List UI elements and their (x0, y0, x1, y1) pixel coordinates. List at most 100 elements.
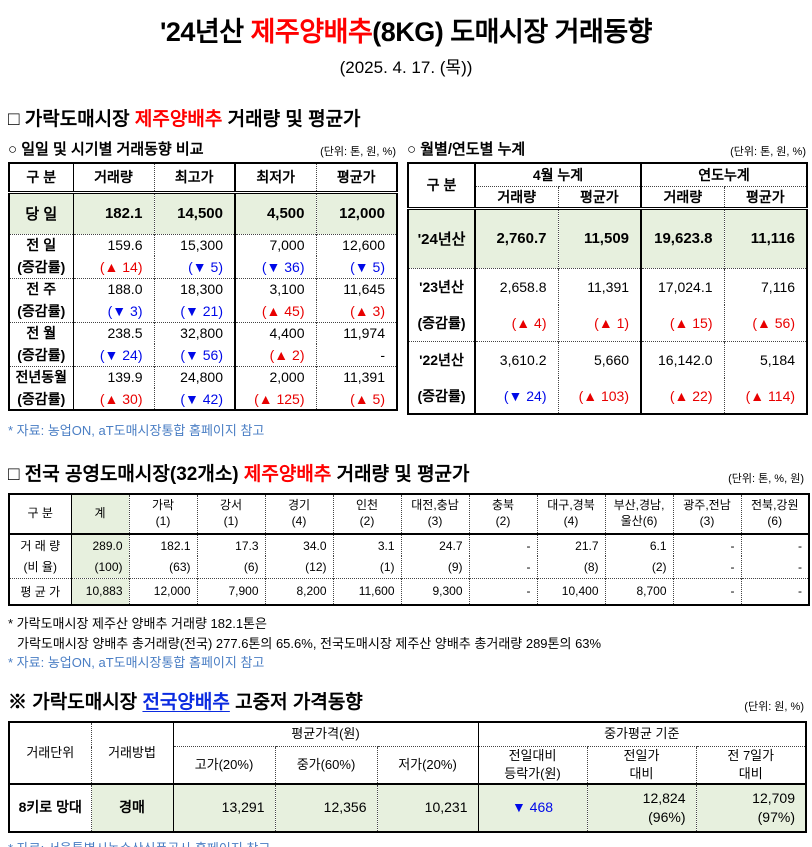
header-cell: 최고가 (153, 163, 235, 192)
header-cell: 전일가 대비 (586, 746, 696, 784)
sub-header-row: 고가(20%) 중가(60%) 저가(20%) 전일대비 등락가(원) 전일가 대비… (9, 746, 806, 784)
row-8kg-bag: 8키로 망대 경매 13,291 12,356 10,231 ▼ 468 12,… (9, 782, 806, 832)
row-label: (증감률) (17, 346, 66, 363)
row-2023: '23년산 2,658.8 11,391 17,024.1 7,116 (408, 267, 808, 305)
header-cell: 고가(20%) (172, 746, 275, 784)
value-cell: - (672, 577, 741, 605)
change-cell: (▼ 3) (72, 300, 154, 322)
section2-heading-suffix: 거래량 및 평균가 (331, 464, 470, 485)
header-cell: 거래방법 (90, 721, 173, 784)
value-cell: (12) (264, 556, 333, 578)
header-cell: 인천 (2) (332, 494, 401, 534)
row-2024: '24년산 2,760.7 11,509 19,623.8 11,116 (408, 206, 808, 268)
value-cell: 24.7 (400, 533, 469, 556)
row-prev-week: 전 주 188.0 18,300 3,100 11,645 (9, 277, 397, 300)
header-cell: 평균가 (723, 185, 808, 208)
cumulative-block: ○ 월별/연도별 누계 (단위: 톤, 원, %) 구 분 4월 누계 연도누계… (407, 138, 809, 415)
value-cell: 12,356 (274, 782, 377, 832)
section2-heading-highlight: 제주양배추 (243, 464, 332, 485)
header-cell: 평균가 (557, 185, 642, 208)
value-cell: - (672, 533, 741, 556)
value-cell: 289.0 (70, 533, 129, 556)
change-cell: (▲ 4) (474, 305, 558, 341)
value-cell: 11,600 (332, 577, 401, 605)
value-cell: 159.6 (72, 233, 154, 256)
value-cell: 17.3 (196, 533, 265, 556)
value-cell: - (740, 533, 809, 556)
header-cell: 거래량 (72, 163, 154, 192)
row-label: '23년산 (408, 267, 475, 305)
value-cell: (2) (604, 556, 673, 578)
value-cell: 10,231 (376, 782, 478, 832)
change-cell: (▲ 5) (315, 388, 397, 410)
value-cell: (1) (332, 556, 401, 578)
header-cell: 광주,전남 (3) (672, 494, 741, 534)
value-cell: 3,610.2 (474, 340, 558, 378)
row-label: (증감률) (417, 387, 466, 404)
value-cell: 32,800 (153, 321, 235, 344)
group-header-cell: 평균가격(원) (172, 721, 478, 747)
row-today: 당 일 182.1 14,500 4,500 12,000 (9, 190, 397, 234)
daily-subheading: ○ 일일 및 시기별 거래동향 비교 (8, 141, 204, 158)
row-2023-change: (증감률) (▲ 4) (▲ 1) (▲ 15) (▲ 56) (408, 305, 808, 341)
value-cell: - (468, 533, 537, 556)
value-cell: 6.1 (604, 533, 673, 556)
section1-heading-highlight: 제주양배추 (134, 109, 223, 130)
section2-heading-prefix: □ 전국 공영도매시장(32개소) (8, 464, 244, 485)
value-cell: (6) (196, 556, 265, 578)
change-cell: (▲ 2) (234, 344, 316, 366)
row-prev-year-month: 전년동월 139.9 24,800 2,000 11,391 (9, 365, 397, 388)
value-cell: 5,660 (557, 340, 642, 378)
value-cell: 12,000 (315, 190, 397, 234)
row-prev-month-change: (증감률) (▼ 24) (▼ 56) (▲ 2) - (9, 344, 397, 366)
section3-heading-prefix: ※ 가락도매시장 (8, 691, 143, 713)
value-cell: 10,883 (70, 577, 129, 605)
value-cell: 34.0 (264, 533, 333, 556)
source-note-section1: * 자료: 농업ON, aT도매시장통합 홈페이지 참고 (8, 423, 265, 438)
section2-notes: * 가락도매시장 제주산 양배추 거래량 182.1톤은 가락도매시장 양배추 … (8, 614, 804, 673)
row-label: 거 래 량 (9, 533, 71, 556)
header-cell: 거래량 (640, 185, 725, 208)
daily-unit-label: (단위: 톤, 원, %) (320, 146, 396, 158)
value-cell: 3,100 (234, 277, 316, 300)
row-label: (증감률) (17, 302, 66, 319)
header-cell: 평균가 (315, 163, 397, 192)
change-cell: (▼ 5) (315, 256, 397, 278)
value-cell: 11,391 (315, 365, 397, 388)
value-cell: 12,000 (128, 577, 197, 605)
header-cell: 거래량 (474, 185, 558, 208)
value-cell: - (468, 556, 537, 578)
value-cell: 3.1 (332, 533, 401, 556)
value-cell: - (740, 556, 809, 578)
value-cell: 12,709 (97%) (695, 782, 806, 832)
header-cell: 대구,경북 (4) (536, 494, 605, 534)
row-prev-day-change: (증감률) (▲ 14) (▼ 5) (▼ 36) (▼ 5) (9, 256, 397, 278)
daily-comparison-block: ○ 일일 및 시기별 거래동향 비교 (단위: 톤, 원, %) 구 분 거래량… (8, 138, 398, 411)
header-row: 구 분 계 가락 (1) 강서 (1) 경기 (4) 인천 (2) 대전,충남 (3) 충… (9, 494, 809, 534)
change-cell: (▼ 5) (153, 256, 235, 278)
row-label: '24년산 (408, 206, 475, 268)
section3-heading-highlight: 전국양배추 (142, 691, 230, 713)
row-avg-price: 평 균 가 10,883 12,000 7,900 8,200 11,600 9… (9, 577, 809, 605)
note-line: 가락도매시장 양배추 총거래량(전국) 277.6톤의 65.6%, 전국도매시… (17, 635, 602, 651)
row-label: 전년동월 (9, 365, 73, 388)
value-cell: 7,116 (723, 267, 808, 305)
row-2022-change: (증감률) (▼ 24) (▲ 103) (▲ 22) (▲ 114) (408, 378, 808, 414)
change-cell: (▼ 42) (153, 388, 235, 410)
row-prev-day: 전 일 159.6 15,300 7,000 12,600 (9, 233, 397, 256)
change-cell: (▼ 56) (153, 344, 235, 366)
row-ratio: (비 율) (100) (63) (6) (12) (1) (9) - (8) … (9, 556, 809, 578)
row-label: (증감률) (17, 258, 66, 275)
section3-heading: ※ 가락도매시장 전국양배추 고중저 가격동향 (단위: 원, %) (8, 687, 804, 714)
group-header-row: 거래단위 거래방법 평균가격(원) 중가평균 기준 (9, 721, 806, 784)
trade-method-cell: 경매 (90, 782, 173, 832)
value-cell: 12,824 (96%) (586, 782, 696, 832)
value-cell: 17,024.1 (640, 267, 725, 305)
change-cell: (▲ 1) (557, 305, 642, 341)
group-header-cell: 연도누계 (640, 163, 808, 186)
header-cell: 강서 (1) (196, 494, 265, 534)
page-title: '24년산 제주양배추(8KG) 도매시장 거래동향 (8, 10, 804, 49)
header-row: 구 분 거래량 최고가 최저가 평균가 (9, 163, 397, 192)
row-label: '22년산 (408, 340, 475, 378)
